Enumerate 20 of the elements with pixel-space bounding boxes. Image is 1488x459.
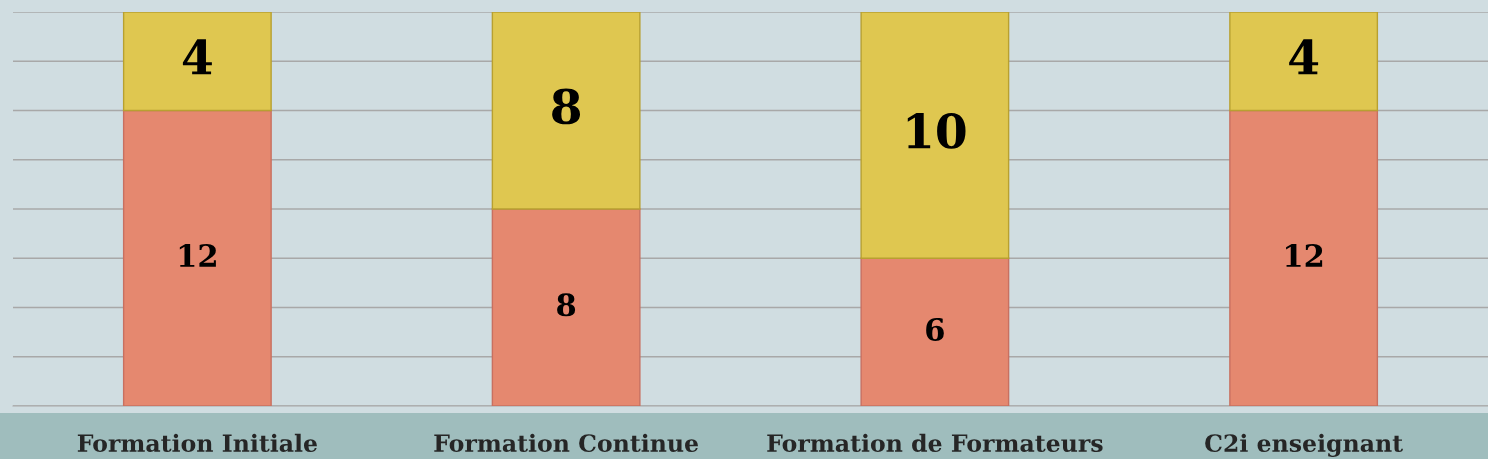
bar [491,208,641,406]
data-label: 6 [926,317,944,341]
bar [860,257,1010,406]
bar [491,12,641,210]
x-tick-label: Formation Continue [434,433,698,453]
data-label: 10 [907,113,966,149]
x-tick-label: Formation Initiale [77,433,317,453]
data-label: 12 [179,244,216,267]
data-label: 8 [552,88,581,125]
bar [122,109,272,406]
bar [860,12,1010,259]
x-tick-label: Formation de Formateurs [767,433,1103,453]
bar [1229,109,1379,406]
bar [122,12,272,112]
data-label: 12 [1286,244,1323,267]
data-label: 4 [1289,39,1319,75]
x-tick-label: C2i enseignant [1205,433,1403,457]
bar [1229,12,1379,112]
data-label: 4 [182,39,212,75]
data-label: 8 [557,293,576,317]
